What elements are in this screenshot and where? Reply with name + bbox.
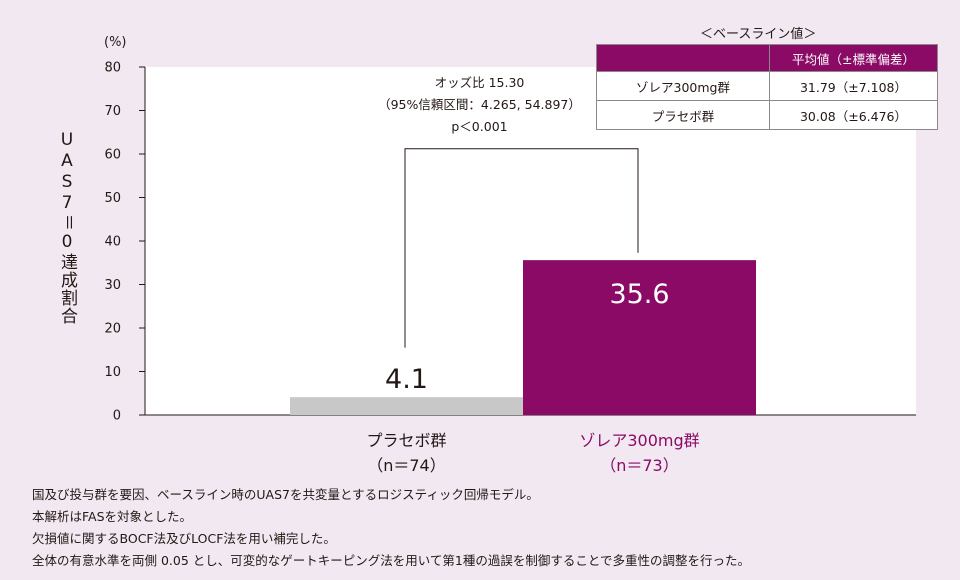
baseline-group-name: プラセボ群 bbox=[596, 100, 770, 130]
x-category-n-label: （n＝73） bbox=[600, 456, 679, 475]
baseline-group-value: 31.79（±7.108） bbox=[769, 71, 938, 101]
baseline-table-title: ＜ベースライン値＞ bbox=[700, 27, 817, 42]
footnote: 本解析はFASを対象とした。 bbox=[32, 509, 193, 524]
significance-bracket bbox=[404, 148, 639, 348]
baseline-header-mean-sd: 平均値（±標準偏差） bbox=[769, 44, 938, 72]
y-tick-label: 30 bbox=[104, 278, 121, 293]
y-axis-unit: (%) bbox=[104, 35, 127, 50]
baseline-header-blank bbox=[596, 44, 770, 72]
y-tick-label: 0 bbox=[113, 409, 121, 424]
baseline-table-header: 平均値（±標準偏差） bbox=[596, 44, 938, 72]
footnotes: 国及び投与群を要因、ベースライン時のUAS7を共変量とするロジスティック回帰モデ… bbox=[32, 484, 750, 572]
x-category-label: プラセボ群 bbox=[366, 431, 446, 450]
annotation-line: p＜0.001 bbox=[451, 119, 507, 134]
y-axis-label: UAS7＝0達成割合 bbox=[57, 130, 77, 325]
baseline-group-name: ゾレア300mg群 bbox=[596, 71, 770, 101]
y-tick-label: 20 bbox=[104, 322, 121, 337]
annotation-line: オッズ比 15.30 bbox=[435, 75, 525, 90]
x-category-n-label: （n＝74） bbox=[367, 456, 446, 475]
y-tick-label: 70 bbox=[104, 104, 121, 119]
baseline-group-value: 30.08（±6.476） bbox=[769, 100, 938, 130]
footnote: 欠損値に関するBOCF法及びLOCF法を用い補完した。 bbox=[32, 531, 336, 546]
baseline-table-row: ゾレア300mg群 31.79（±7.108） bbox=[596, 71, 938, 101]
y-tick-label: 50 bbox=[104, 191, 121, 206]
y-tick-label: 80 bbox=[104, 61, 121, 76]
baseline-table-row: プラセボ群 30.08（±6.476） bbox=[596, 100, 938, 130]
y-tick-label: 10 bbox=[104, 365, 121, 380]
footnote: 国及び投与群を要因、ベースライン時のUAS7を共変量とするロジスティック回帰モデ… bbox=[32, 487, 539, 502]
x-category-label: ゾレア300mg群 bbox=[579, 431, 699, 450]
y-tick-label: 40 bbox=[104, 235, 121, 250]
bar-value-label: 35.6 bbox=[609, 279, 669, 310]
bar-value-label: 4.1 bbox=[385, 364, 428, 395]
annotation-line: （95%信頼区間：4.265, 54.897） bbox=[378, 97, 581, 112]
y-tick-label: 60 bbox=[104, 148, 121, 163]
footnote: 全体の有意水準を両側 0.05 とし、可変的なゲートキーピング法を用いて第1種の… bbox=[32, 553, 750, 568]
bar bbox=[290, 397, 523, 415]
bar bbox=[523, 260, 756, 415]
baseline-table: 平均値（±標準偏差） ゾレア300mg群 31.79（±7.108） プラセボ群… bbox=[596, 44, 938, 130]
